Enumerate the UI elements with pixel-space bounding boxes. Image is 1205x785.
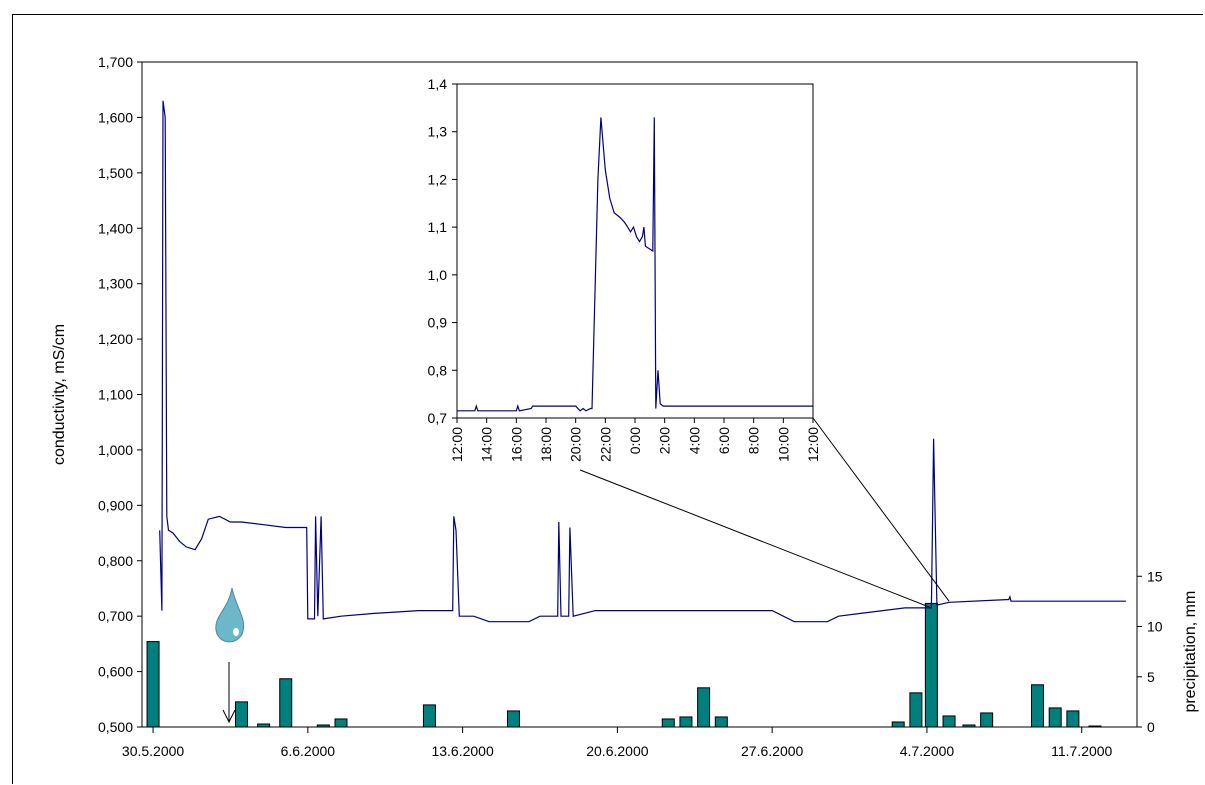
inset-x-tick-label: 6:00: [716, 427, 732, 454]
y2-tick-label: 10: [1147, 619, 1163, 635]
inset-y-tick-label: 1,3: [428, 124, 448, 140]
inset-y-tick-label: 1,1: [428, 219, 448, 235]
precip-bar: [257, 723, 271, 728]
inset-y-tick-label: 1,0: [428, 267, 448, 283]
conductivity-series-line: [159, 100, 1126, 623]
precip-bar: [891, 721, 905, 728]
x-tick-label: 30.5.2000: [122, 743, 184, 759]
inset-y-tick-label: 0,7: [428, 410, 448, 426]
inset-x-tick-label: 12:00: [449, 427, 465, 462]
y2-tick-label: 5: [1147, 669, 1155, 685]
inset-x-tick-label: 20:00: [568, 427, 584, 462]
raindrop-icon: [215, 587, 245, 643]
inset-y-tick-label: 1,4: [428, 76, 448, 92]
y-tick-label: 0,900: [98, 497, 133, 513]
main-plot: 0,5000,6000,7000,8000,9001,0001,1001,200…: [51, 54, 1199, 759]
x-tick-label: 13.6.2000: [431, 743, 493, 759]
y2-tick-label: 0: [1147, 719, 1155, 735]
precip-bar: [146, 641, 160, 728]
precip-bar: [909, 692, 923, 728]
inset-y-tick-label: 0,9: [428, 315, 448, 331]
y-tick-label: 0,800: [98, 553, 133, 569]
x-tick-label: 11.7.2000: [1051, 743, 1112, 759]
precip-bar: [679, 716, 693, 728]
inset-y-tick-label: 0,8: [428, 362, 448, 378]
y-tick-label: 1,000: [98, 442, 133, 458]
inset-x-tick-label: 14:00: [479, 427, 495, 462]
precip-bar: [697, 687, 711, 728]
y-tick-label: 1,600: [98, 109, 133, 125]
inset-x-tick-label: 10:00: [775, 427, 791, 462]
y-tick-label: 1,700: [98, 54, 133, 70]
inset-plot: 0,7 0,8 0,9 1,0 1,1 1,2 1,3 1,4 12:00 14:00 16:00 1…: [428, 76, 950, 609]
precip-bar: [714, 716, 728, 728]
inset-x-tick-label: 8:00: [746, 427, 762, 454]
y-tick-label: 0,600: [98, 664, 133, 680]
y-tick-label: 1,300: [98, 276, 133, 292]
y-tick-label: 1,200: [98, 331, 133, 347]
inset-series-line: [457, 117, 813, 412]
x-tick-label: 4.7.2000: [900, 743, 955, 759]
y-tick-label: 0,500: [98, 719, 133, 735]
precip-bar: [980, 712, 994, 728]
precip-bar: [1031, 684, 1044, 728]
precip-bar: [422, 704, 436, 728]
figure-frame: [12, 14, 1203, 784]
zoom-connector-line: [812, 417, 950, 602]
x-tick-label: 27.6.2000: [741, 743, 803, 759]
inset-x-tick-label: 2:00: [657, 427, 673, 454]
inset-x-tick-label: 4:00: [686, 427, 702, 454]
y-tick-label: 1,100: [98, 387, 133, 403]
precip-bar: [506, 710, 520, 728]
precip-bar: [1088, 725, 1102, 728]
precip-bar: [316, 724, 330, 728]
precip-bar: [1048, 707, 1062, 728]
precip-bar: [334, 718, 348, 728]
inset-y-tick-label: 1,2: [428, 171, 448, 187]
inset-x-tick-label: 12:00: [805, 427, 821, 462]
y2-axis-label: precipitation, mm: [1182, 591, 1199, 713]
rain-arrow: [222, 662, 236, 724]
y-tick-label: 1,500: [98, 165, 133, 181]
precip-bar: [962, 724, 976, 728]
y-tick-label: 0,700: [98, 608, 133, 624]
inset-plot-area: [456, 83, 814, 419]
precip-bar: [942, 715, 956, 728]
inset-x-tick-label: 16:00: [508, 427, 524, 462]
x-tick-label: 20.6.2000: [586, 743, 648, 759]
y-axis-label: conductivity, mS/cm: [51, 324, 68, 465]
precip-bar: [924, 602, 938, 728]
precip-bar: [279, 678, 293, 728]
precip-bar: [661, 718, 675, 728]
inset-x-tick-label: 18:00: [538, 427, 554, 462]
inset-x-tick-label: 0:00: [627, 427, 643, 454]
precip-bar: [1066, 710, 1080, 728]
zoom-connector-line: [579, 469, 932, 609]
precip-bar: [235, 701, 248, 728]
y2-tick-label: 15: [1147, 568, 1163, 584]
y-tick-label: 1,400: [98, 220, 133, 236]
inset-x-tick-label: 22:00: [597, 427, 613, 462]
x-tick-label: 6.6.2000: [281, 743, 336, 759]
